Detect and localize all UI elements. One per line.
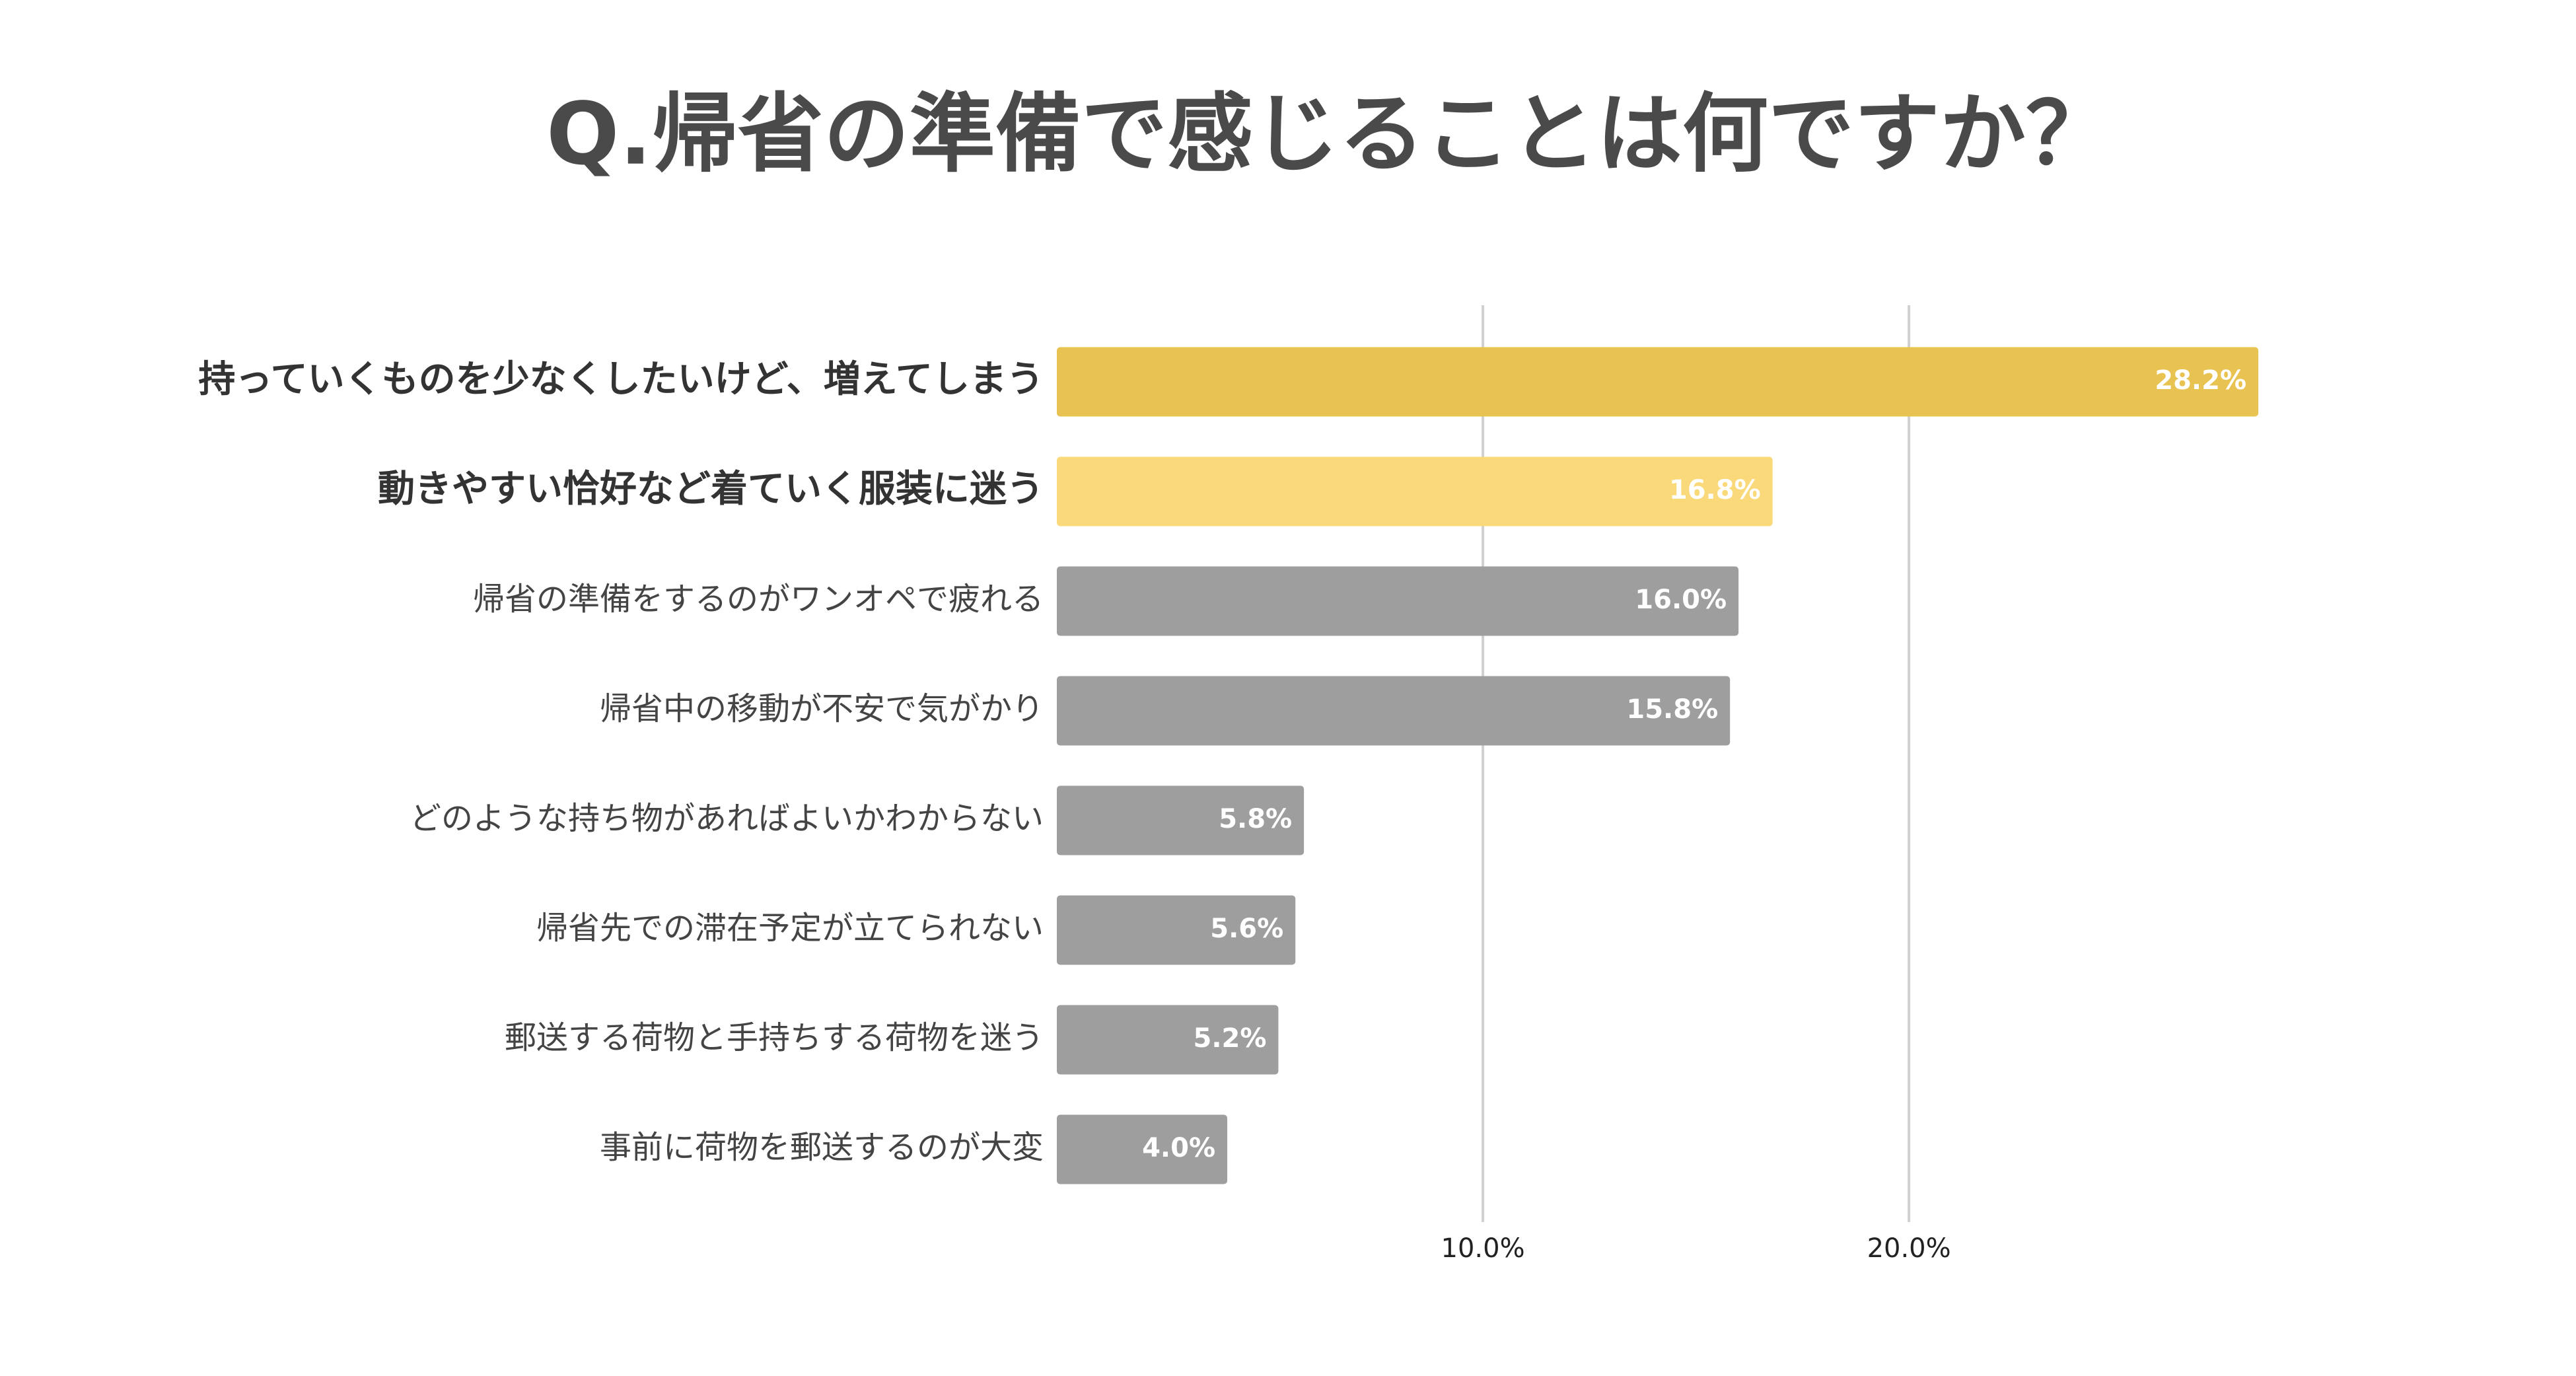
value-label: 5.2%: [1193, 1023, 1266, 1054]
x-tick-label: 10.0%: [1441, 1233, 1525, 1264]
bar: [1057, 456, 1773, 526]
category-label: 事前に荷物を郵送するのが大変: [600, 1129, 1044, 1166]
category-label: 帰省先での滞在予定が立てられない: [536, 910, 1044, 947]
bar: [1057, 676, 1731, 746]
category-label: 帰省の準備をするのがワンオペで疲れる: [473, 581, 1044, 618]
bar: [1057, 1005, 1279, 1075]
chart-title: Q.帰省の準備で感じることは何ですか？: [546, 84, 2112, 184]
category-label: 動きやすい恰好など着ていく服装に迷う: [378, 468, 1044, 511]
category-label: 持っていくものを少なくしたいけど、増えてしまう: [198, 358, 1044, 401]
bar: [1057, 895, 1296, 965]
bar: [1057, 566, 1739, 636]
category-label: 郵送する荷物と手持ちする荷物を迷う: [505, 1019, 1044, 1056]
bar: [1057, 347, 2259, 417]
category-label: 帰省中の移動が不安で気がかり: [600, 690, 1044, 727]
value-label: 28.2%: [2155, 365, 2246, 396]
x-tick-label: 20.0%: [1867, 1233, 1951, 1264]
bar: [1057, 1114, 1228, 1184]
value-label: 4.0%: [1142, 1133, 1215, 1163]
value-label: 5.8%: [1219, 804, 1292, 834]
value-label: 16.0%: [1635, 585, 1727, 615]
bar: [1057, 785, 1305, 855]
value-label: 16.8%: [1669, 475, 1761, 505]
value-label: 15.8%: [1626, 694, 1718, 725]
category-label: どのような持ち物があればよいかわからない: [410, 800, 1044, 837]
value-label: 5.6%: [1210, 914, 1283, 944]
